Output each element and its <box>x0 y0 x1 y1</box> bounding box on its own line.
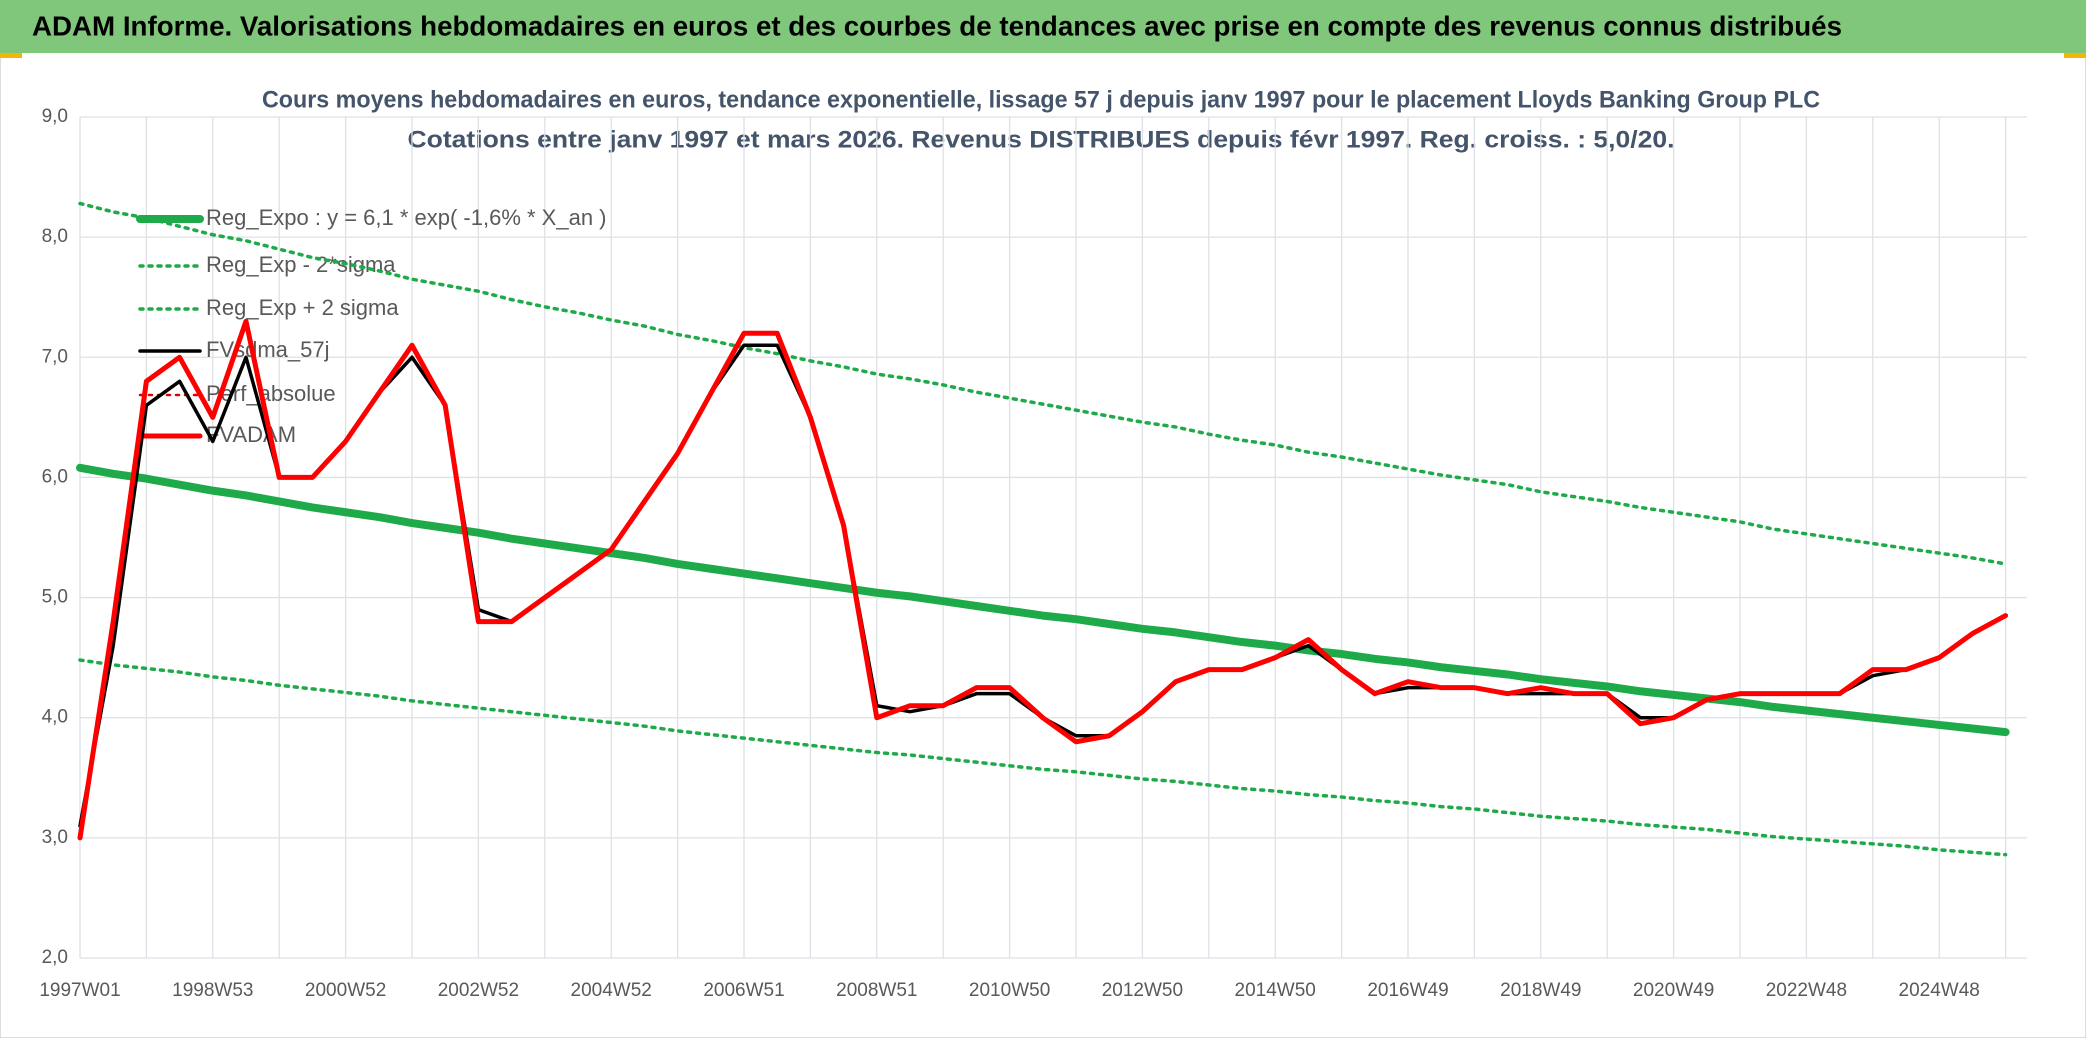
y-tick-label: 8,0 <box>42 226 68 247</box>
x-tick-label: 1997W01 <box>39 980 120 1001</box>
x-tick-label: 2018W49 <box>1500 980 1581 1001</box>
x-tick-label: 2008W51 <box>836 980 917 1001</box>
series-line <box>76 463 2010 737</box>
chart-title: Cours moyens hebdomadaires en euros, ten… <box>262 86 1820 113</box>
x-tick-label: 2006W51 <box>703 980 784 1001</box>
chart-subtitle: Cotations entre janv 1997 et mars 2026. … <box>408 126 1675 153</box>
y-tick-label: 5,0 <box>42 587 68 608</box>
series-line <box>78 201 2008 566</box>
legend-label: FVsdma_57j <box>206 337 330 362</box>
y-tick-label: 4,0 <box>42 707 68 728</box>
y-tick-label: 9,0 <box>42 106 68 127</box>
corner <box>0 53 22 58</box>
x-tick-label: 2024W48 <box>1899 980 1980 1001</box>
x-tick-label: 2022W48 <box>1766 980 1847 1001</box>
x-tick-label: 1998W53 <box>172 980 253 1001</box>
x-tick-label: 2004W52 <box>571 980 652 1001</box>
y-tick-label: 2,0 <box>42 947 68 968</box>
x-tick-label: 2000W52 <box>305 980 386 1001</box>
y-tick-label: 7,0 <box>42 346 68 367</box>
legend-label: Reg_Exp + 2 sigma <box>206 295 399 320</box>
x-tick-label: 2002W52 <box>438 980 519 1001</box>
x-tick-label: 2010W50 <box>969 980 1050 1001</box>
legend-label: FVADAM <box>206 422 296 447</box>
x-tick-label: 2012W50 <box>1102 980 1183 1001</box>
series-line <box>77 318 2009 841</box>
x-tick-label: 2014W50 <box>1235 980 1316 1001</box>
header-title: ADAM Informe. Valorisations hebdomadaire… <box>32 10 1842 41</box>
x-tick-label: 2016W49 <box>1367 980 1448 1001</box>
corner <box>2064 53 2086 58</box>
series-line <box>78 658 2008 857</box>
header-bar <box>0 0 2086 53</box>
y-tick-label: 3,0 <box>42 827 68 848</box>
legend-label: Reg_Expo : y = 6,1 * exp( -1,6% * X_an ) <box>206 205 607 230</box>
y-tick-label: 6,0 <box>42 466 68 487</box>
x-tick-label: 2020W49 <box>1633 980 1714 1001</box>
